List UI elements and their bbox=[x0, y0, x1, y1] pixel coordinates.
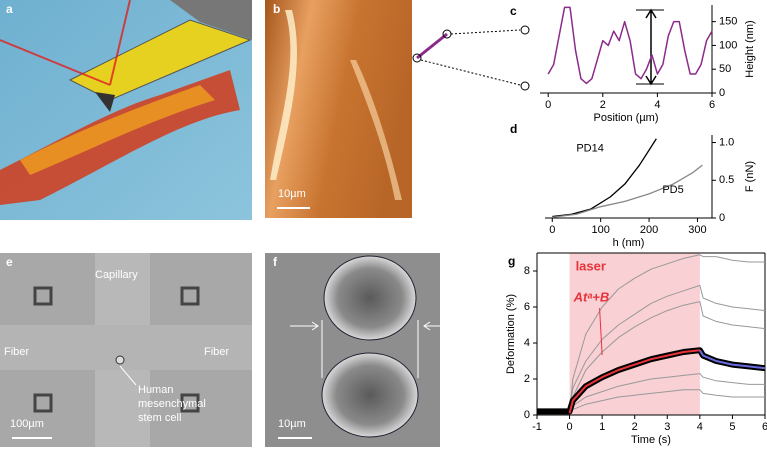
x-tick-label: 1 bbox=[599, 421, 605, 433]
pillar bbox=[33, 286, 53, 306]
x-tick-label: 0 bbox=[567, 421, 573, 433]
x-axis-label: Position (µm) bbox=[593, 112, 658, 124]
pillar bbox=[180, 393, 200, 413]
cell bbox=[323, 255, 417, 341]
highlight-label: laser bbox=[576, 258, 606, 273]
holder bbox=[170, 0, 252, 40]
panel-label: d bbox=[510, 122, 517, 136]
y-tick-label: 150 bbox=[719, 16, 737, 28]
panel-a: a bbox=[0, 0, 252, 220]
y-tick-label: 6 bbox=[524, 301, 530, 313]
y-tick-label: 8 bbox=[524, 265, 530, 277]
series-label: PD5 bbox=[662, 184, 683, 196]
series-line bbox=[552, 164, 703, 218]
scale-label: 10µm bbox=[278, 188, 306, 200]
label: Fiber bbox=[204, 346, 229, 358]
cell-highlight bbox=[20, 85, 215, 175]
series-line bbox=[547, 6, 713, 85]
y-axis-label: Height (nm) bbox=[744, 20, 756, 77]
scale-label: 10µm bbox=[278, 418, 306, 430]
x-tick-label: 100 bbox=[591, 224, 609, 236]
highlight bbox=[569, 253, 700, 415]
pillar bbox=[33, 393, 53, 413]
arrow bbox=[423, 321, 452, 331]
x-tick-label: 4 bbox=[654, 99, 660, 111]
panel-label: f bbox=[273, 255, 278, 269]
panel-b: 10µm b bbox=[265, 0, 530, 218]
y-tick-label: 0 bbox=[719, 87, 725, 99]
series-line bbox=[537, 284, 766, 412]
panel-label: e bbox=[6, 255, 13, 269]
annotation-pointer bbox=[599, 307, 603, 356]
profile-line bbox=[416, 32, 448, 60]
x-tick-label: 2 bbox=[600, 99, 606, 111]
x-tick-label: 0 bbox=[545, 99, 551, 111]
x-axis-label: h (nm) bbox=[613, 237, 645, 249]
x-tick-label: 5 bbox=[729, 421, 735, 433]
height-arrow bbox=[645, 8, 657, 86]
cell-label: Human bbox=[138, 384, 173, 396]
series-label: PD14 bbox=[576, 143, 604, 155]
panel-label: c bbox=[510, 4, 517, 18]
fiber bbox=[270, 10, 297, 180]
y-tick-label: 0.5 bbox=[719, 174, 734, 186]
panel-f: 10µm f bbox=[265, 253, 452, 447]
panel-label: b bbox=[273, 2, 280, 16]
label: Capillary bbox=[95, 269, 138, 281]
scale-label: 100µm bbox=[10, 418, 44, 430]
x-tick-label: 4 bbox=[697, 421, 703, 433]
series-line bbox=[568, 349, 700, 414]
leader bbox=[450, 29, 521, 35]
x-tick-label: 2 bbox=[632, 421, 638, 433]
x-tick-label: 200 bbox=[640, 224, 658, 236]
y-tick-label: 4 bbox=[524, 337, 530, 349]
y-tick-label: 0 bbox=[524, 409, 530, 421]
series-line bbox=[552, 138, 657, 218]
arrow bbox=[290, 321, 319, 331]
pointer bbox=[119, 365, 137, 386]
cell-label: mesenchymal bbox=[138, 398, 206, 410]
cell-label: stem cell bbox=[138, 412, 181, 424]
y-tick-label: 1.0 bbox=[719, 136, 734, 148]
y-tick-label: 2 bbox=[524, 373, 530, 385]
x-tick-label: 300 bbox=[688, 224, 706, 236]
y-tick-label: 50 bbox=[719, 63, 731, 75]
label: Fiber bbox=[4, 346, 29, 358]
leader bbox=[420, 59, 521, 86]
x-tick-label: -1 bbox=[532, 421, 542, 433]
tip bbox=[95, 92, 115, 112]
fiber bbox=[350, 60, 402, 200]
y-tick-label: 0 bbox=[719, 212, 725, 224]
pillar bbox=[180, 286, 200, 306]
y-axis-label: Deformation (%) bbox=[505, 294, 517, 374]
y-axis-label: F (nN) bbox=[744, 161, 756, 192]
x-axis-label: Time (s) bbox=[631, 434, 671, 446]
series-line bbox=[537, 254, 765, 414]
cell bbox=[115, 355, 125, 365]
series-line bbox=[699, 349, 766, 370]
marker bbox=[520, 25, 530, 35]
cell bbox=[321, 352, 419, 438]
fiber-channel bbox=[0, 325, 252, 370]
x-tick-label: 0 bbox=[549, 224, 555, 236]
x-tick-label: 3 bbox=[664, 421, 670, 433]
panel-e: Capillary Fiber Fiber Human mesenchymal … bbox=[0, 253, 252, 447]
marker bbox=[520, 81, 530, 91]
annotation: Atᵃ+B bbox=[573, 289, 610, 304]
y-tick-label: 100 bbox=[719, 39, 737, 51]
laser-beam bbox=[109, 0, 131, 86]
x-tick-label: 6 bbox=[762, 421, 767, 433]
panel-label: a bbox=[6, 2, 13, 16]
x-tick-label: 6 bbox=[709, 99, 715, 111]
panel-label: g bbox=[508, 254, 515, 268]
laser-beam bbox=[0, 39, 111, 86]
marker bbox=[412, 53, 422, 63]
